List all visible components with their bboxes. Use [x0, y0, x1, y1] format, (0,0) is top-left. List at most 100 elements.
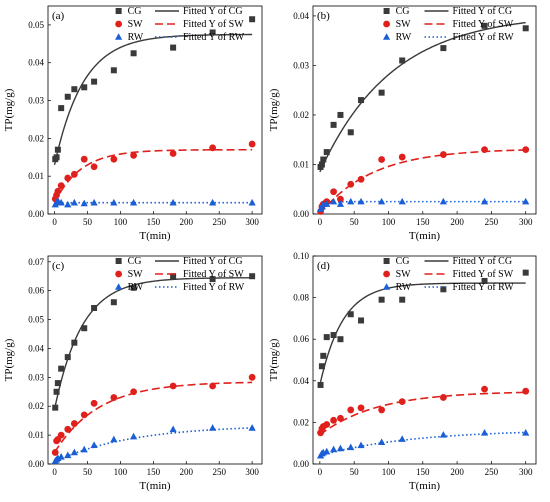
data-point-cg [399, 57, 406, 64]
data-point-sw [130, 388, 138, 396]
data-point-sw [398, 153, 406, 161]
legend-fit-label-sw: Fitted Y of SW [183, 269, 244, 280]
y-axis-label: TP(mg/g) [268, 338, 280, 381]
data-point-rw [347, 197, 355, 205]
legend: CG Fitted Y of CG SW Fitted Y of SW RW Fitted… [382, 256, 514, 293]
legend-marker-cg [115, 258, 122, 264]
panel-label: (d) [317, 260, 330, 272]
data-point-sw [90, 163, 98, 171]
legend-fit-label-rw: Fitted Y of RW [183, 282, 245, 293]
y-axis-label: TP(mg/g) [3, 338, 15, 381]
panel-label: (b) [317, 10, 330, 22]
legend-marker-cg [383, 8, 390, 14]
data-point-rw [80, 199, 88, 207]
data-point-cg [91, 305, 98, 311]
y-tick-label: 0.06 [293, 334, 309, 344]
data-point-cg [110, 299, 117, 306]
data-point-cg [337, 111, 344, 118]
x-tick-label: 150 [147, 467, 161, 477]
data-point-cg [209, 276, 216, 283]
fit-curve-sw [53, 148, 253, 204]
data-point-rw [248, 198, 256, 206]
data-point-sw [169, 382, 177, 390]
y-tick-label: 0.02 [293, 110, 309, 120]
x-tick-label: 0 [318, 467, 323, 477]
legend-fit-label-sw: Fitted Y of SW [453, 19, 514, 30]
legend-fit-label-cg: Fitted Y of CG [183, 6, 243, 17]
fit-curve-cg [53, 277, 253, 410]
data-point-cg [522, 25, 529, 32]
data-point-cg [110, 67, 117, 74]
data-point-sw [248, 140, 256, 148]
data-point-sw [80, 155, 88, 163]
y-tick-label: 0.03 [28, 96, 44, 106]
data-point-rw [209, 424, 217, 431]
legend: CG Fitted Y of CG SW Fitted Y of SW RW Fitted… [382, 6, 515, 43]
x-tick-label: 0 [52, 467, 57, 477]
x-axis-label: T(min) [139, 230, 170, 242]
y-tick-label: 0.03 [293, 60, 309, 70]
y-tick-label: 0.04 [293, 376, 309, 386]
y-tick-label: 0.04 [28, 343, 44, 353]
data-point-sw [337, 414, 344, 422]
data-point-cg [53, 154, 60, 161]
data-point-sw [357, 175, 365, 183]
fit-curve-sw [319, 391, 526, 436]
y-tick-label: 0.00 [28, 209, 44, 219]
data-point-cg [323, 334, 330, 341]
data-point-cg [52, 404, 59, 411]
legend-fit-label-rw: Fitted Y of RW [183, 32, 245, 43]
data-point-cg [481, 22, 488, 29]
legend-label-rw: RW [396, 282, 412, 293]
plot-frame [47, 5, 263, 215]
data-point-rw [90, 441, 98, 449]
data-point-sw [378, 406, 386, 414]
x-tick-label: 0 [52, 217, 57, 227]
data-point-cg [317, 381, 324, 388]
data-point-cg [440, 45, 447, 52]
x-tick-label: 100 [382, 467, 396, 477]
x-tick-label: 100 [382, 217, 396, 227]
x-tick-label: 50 [350, 217, 360, 227]
data-point-rw [169, 425, 177, 433]
chart-panel-3: 0 50 100 150 200 250 300 0.00 0.01 0.02 0.03 0.04 0.… [3, 255, 263, 492]
x-tick-label: 0 [318, 217, 323, 227]
legend-fit-label-rw: Fitted Y of RW [453, 32, 515, 43]
legend-fit-label-cg: Fitted Y of CG [183, 256, 243, 267]
data-point-cg [53, 388, 60, 395]
data-point-rw [329, 445, 338, 453]
legend-marker-sw [383, 20, 390, 28]
legend-label-sw: SW [128, 19, 144, 30]
data-point-sw [522, 146, 530, 154]
data-point-sw [398, 398, 406, 405]
panel-label: (a) [52, 10, 65, 22]
legend-label-sw: SW [128, 269, 144, 280]
data-point-sw [347, 406, 355, 414]
x-tick-label: 50 [83, 217, 93, 227]
data-point-cg [54, 380, 61, 387]
data-point-rw [130, 198, 138, 206]
chart-panel-2: 0 50 100 150 200 250 300 0.00 0.01 0.02 0.03 0.04 T(… [268, 5, 537, 242]
x-tick-label: 200 [450, 217, 464, 227]
legend-marker-rw [382, 283, 391, 290]
data-point-cg [330, 332, 337, 339]
data-point-cg [318, 363, 325, 370]
data-point-cg [522, 269, 529, 276]
data-point-sw [357, 404, 365, 412]
chart-panel-4: 0 50 100 150 200 250 300 0.00 0.02 0.04 0.06 0.08 0.… [268, 251, 537, 492]
data-point-cg [81, 325, 88, 332]
y-tick-label: 0.00 [293, 209, 309, 219]
data-point-cg [71, 339, 78, 346]
data-point-sw [57, 431, 65, 439]
data-point-sw [70, 170, 78, 178]
data-point-rw [398, 197, 406, 205]
data-point-sw [110, 155, 118, 163]
legend-label-sw: SW [396, 19, 412, 30]
data-point-cg [440, 286, 447, 293]
data-point-sw [209, 382, 217, 390]
data-point-sw [54, 187, 62, 195]
y-tick-label: 0.02 [293, 417, 309, 427]
fit-curve-cg [53, 33, 253, 165]
data-point-sw [70, 420, 78, 427]
legend-label-cg: CG [396, 256, 410, 267]
